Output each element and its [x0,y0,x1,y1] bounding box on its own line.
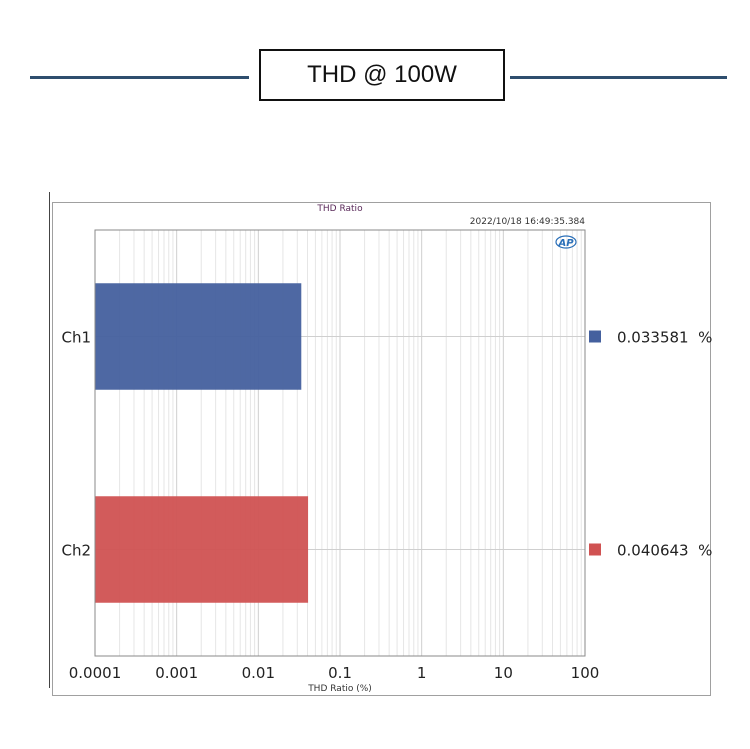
x-tick-label: 1 [417,664,427,682]
bars [95,283,309,603]
category-labels: Ch1 Ch2 [61,329,91,560]
chart-title: THD Ratio [316,204,363,214]
category-label-ch1: Ch1 [61,329,91,347]
category-label-ch2: Ch2 [61,542,91,560]
bar-ch2 [95,496,309,603]
legend-value-ch2: 0.040643 % [617,542,712,560]
x-axis-label: THD Ratio (%) [307,684,372,694]
legend-value-ch1: 0.033581 % [617,329,712,347]
x-tick-label: 10 [494,664,513,682]
legend: 0.033581 % 0.040643 % [589,329,712,560]
x-tick-labels: 0.0001 0.001 0.01 0.1 1 10 100 [69,664,600,682]
legend-swatch-ch1 [589,330,601,343]
x-tick-label: 0.1 [328,664,352,682]
page-title: THD @ 100W [259,49,505,101]
ap-logo-text: AP [557,238,574,249]
x-tick-label: 0.0001 [69,664,122,682]
chart-frame [52,202,711,696]
x-tick-label: 0.01 [242,664,275,682]
header-rule-right [510,76,727,79]
legend-swatch-ch2 [589,543,601,556]
x-tick-label: 100 [571,664,600,682]
plot-area-border [94,229,586,657]
header-rule-left [30,76,249,79]
frame-left-tick [49,192,50,688]
ap-logo: AP [555,235,577,249]
chart-timestamp: 2022/10/18 16:49:35.384 [470,217,585,227]
bar-ch1 [95,283,302,390]
x-tick-label: 0.001 [155,664,198,682]
